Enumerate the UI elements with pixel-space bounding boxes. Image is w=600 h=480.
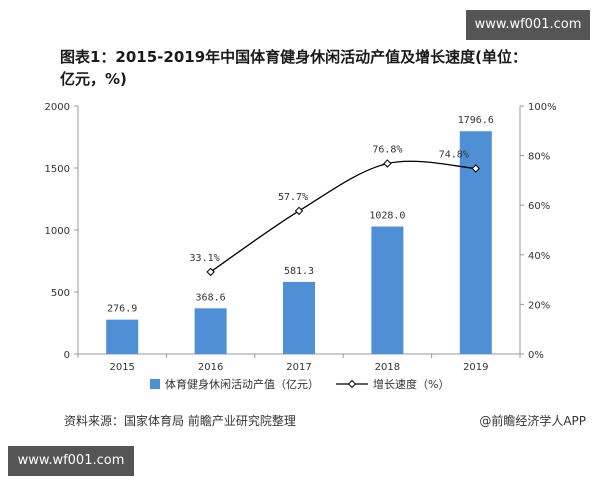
- y-tick-label-right: 80%: [528, 152, 550, 163]
- bar-series: [106, 131, 492, 354]
- x-tick-label: 2016: [198, 362, 223, 373]
- bar-value-label: 1796.6: [458, 115, 494, 126]
- bar-value-label: 368.6: [196, 292, 226, 303]
- y-tick-label-right: 40%: [528, 251, 550, 262]
- bar-value-label: 1028.0: [369, 211, 405, 222]
- line-marker: [383, 159, 392, 168]
- y-tick-label-right: 60%: [528, 201, 550, 212]
- legend-line-marker: [347, 379, 357, 389]
- credit-note: @前瞻经济学人APP: [479, 414, 586, 428]
- y-tick-label-left: 1500: [45, 164, 70, 175]
- line-marker: [294, 206, 304, 216]
- line-value-label: 57.7%: [278, 192, 308, 203]
- y-tick-label-left: 500: [51, 288, 70, 299]
- x-tick-label: 2015: [109, 362, 134, 373]
- growth-line: [210, 160, 476, 273]
- data-labels: 276.9 368.6 581.3 1028.0 1796.6 33.1% 57.7% 76.…: [107, 115, 494, 314]
- source-note: 资料来源：国家体育局 前瞻产业研究院整理: [64, 414, 296, 428]
- bar: [283, 281, 315, 354]
- legend: 体育健身休闲活动产值（亿元） 增长速度（%）: [150, 377, 449, 391]
- line-value-label: 76.8%: [372, 145, 402, 156]
- watermark-bottom-left: www.wf001.com: [8, 446, 134, 476]
- bar: [371, 226, 404, 354]
- x-tick-label: 2019: [463, 362, 488, 373]
- legend-bar-label: 体育健身休闲活动产值（亿元）: [165, 377, 319, 391]
- watermark-top-right: www.wf001.com: [466, 10, 590, 40]
- x-tick-label: 2017: [286, 362, 311, 373]
- y-tick-label-left: 1000: [45, 226, 70, 237]
- line-value-label: 33.1%: [190, 253, 220, 264]
- y-tick-label-right: 20%: [528, 300, 550, 311]
- bar: [106, 319, 139, 354]
- bar-value-label: 276.9: [107, 304, 137, 315]
- x-tick-label: 2018: [375, 362, 400, 373]
- legend-line-label: 增长速度（%）: [373, 377, 449, 391]
- chart-axes: 0 500 1000 1500 2000 0% 20% 40% 60% 80% 100% 2015 20…: [45, 102, 557, 373]
- bar: [194, 308, 227, 354]
- line-series: [206, 159, 481, 277]
- chart-title: 图表1：2015-2019年中国体育健身休闲活动产值及增长速度(单位：亿元，%): [60, 48, 528, 88]
- y-tick-label-left: 0: [64, 350, 70, 361]
- line-value-label: 74.8%: [439, 149, 469, 160]
- line-marker: [471, 164, 481, 173]
- line-marker: [206, 267, 215, 277]
- y-tick-label-left: 2000: [45, 102, 70, 113]
- y-tick-label-right: 0%: [528, 350, 544, 361]
- legend-bar-swatch: [150, 379, 160, 389]
- y-tick-label-right: 100%: [528, 102, 557, 113]
- bar-value-label: 581.3: [284, 266, 314, 277]
